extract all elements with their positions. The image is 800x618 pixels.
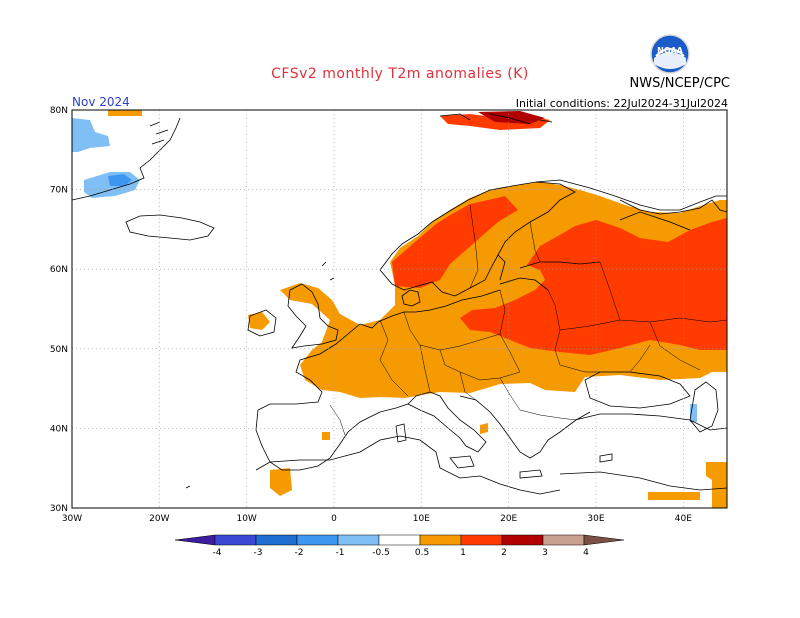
latitude-label: 80N	[50, 106, 68, 116]
anomaly-region-orange-small	[248, 312, 270, 330]
colorbar-arrow-low	[174, 534, 216, 546]
initial-conditions: Initial conditions: 22Jul2024-31Jul2024	[515, 97, 728, 110]
longitude-label: 40E	[675, 514, 692, 524]
anomaly-region-orange-iberia	[270, 468, 292, 496]
country-borders	[329, 204, 727, 436]
colorbar-swatch	[542, 534, 585, 546]
colorbar-swatch	[501, 534, 544, 546]
colorbar-label: -1	[336, 548, 345, 558]
longitude-label: 30E	[587, 514, 604, 524]
colorbar-label: 4	[583, 548, 589, 558]
anomaly-region-orange-se	[648, 492, 700, 500]
colorbar-swatch	[255, 534, 298, 546]
latitude-label: 40N	[50, 424, 68, 434]
noaa-logo-icon: NOAA	[650, 34, 690, 74]
longitude-label: 20E	[500, 514, 517, 524]
forecast-month: Nov 2024	[72, 95, 130, 109]
latitude-label: 70N	[50, 186, 68, 196]
colorbar-label: -2	[295, 548, 304, 558]
latitude-label: 50N	[50, 345, 68, 355]
latitude-labels: 30N 40N 50N 60N 70N 80N	[50, 106, 68, 514]
anomaly-region-red	[392, 196, 518, 288]
longitude-label: 0	[331, 514, 337, 524]
longitude-label: 30W	[62, 514, 82, 524]
latitude-label: 60N	[50, 265, 68, 275]
anomaly-shading	[72, 110, 727, 508]
colorbar-label: -3	[254, 548, 263, 558]
colorbar-swatch	[378, 534, 421, 546]
longitude-labels: 30W 20W 10W 0 10E 20E 30E 40E	[62, 514, 692, 524]
colorbar-label: 0.5	[415, 548, 429, 558]
organization-label: NWS/NCEP/CPC	[629, 76, 730, 91]
anomaly-region-lightblue-greenland	[72, 118, 110, 152]
colorbar-label: 2	[501, 548, 507, 558]
colorbar-arrow-high	[583, 534, 625, 546]
colorbar-label: -4	[213, 548, 222, 558]
colorbar-label: 3	[542, 548, 548, 558]
colorbar-swatch	[419, 534, 462, 546]
colorbar-swatch	[296, 534, 339, 546]
longitude-label: 10W	[236, 514, 256, 524]
colorbar-swatch	[460, 534, 503, 546]
colorbar: -4 -3 -2 -1 -0.5 0.5 1 2 3 4	[174, 534, 625, 558]
chart-title: CFSv2 monthly T2m anomalies (K)	[271, 66, 529, 82]
colorbar-label: 1	[460, 548, 466, 558]
latitude-label: 30N	[50, 504, 68, 514]
anomaly-region-darkred	[478, 111, 545, 124]
colorbar-swatch	[214, 534, 257, 546]
longitude-label: 20W	[149, 514, 169, 524]
anomaly-region-orange-iceland	[108, 110, 142, 116]
coastlines	[72, 113, 727, 495]
colorbar-swatch	[337, 534, 380, 546]
colorbar-label: -0.5	[372, 548, 390, 558]
anomaly-region-orange-corsica	[322, 432, 330, 440]
map-frame	[71, 109, 728, 509]
longitude-label: 10E	[413, 514, 430, 524]
anomaly-region-blue-ne	[108, 174, 132, 186]
anomaly-region-orange-e	[706, 462, 727, 508]
svg-text:NOAA: NOAA	[657, 46, 683, 55]
